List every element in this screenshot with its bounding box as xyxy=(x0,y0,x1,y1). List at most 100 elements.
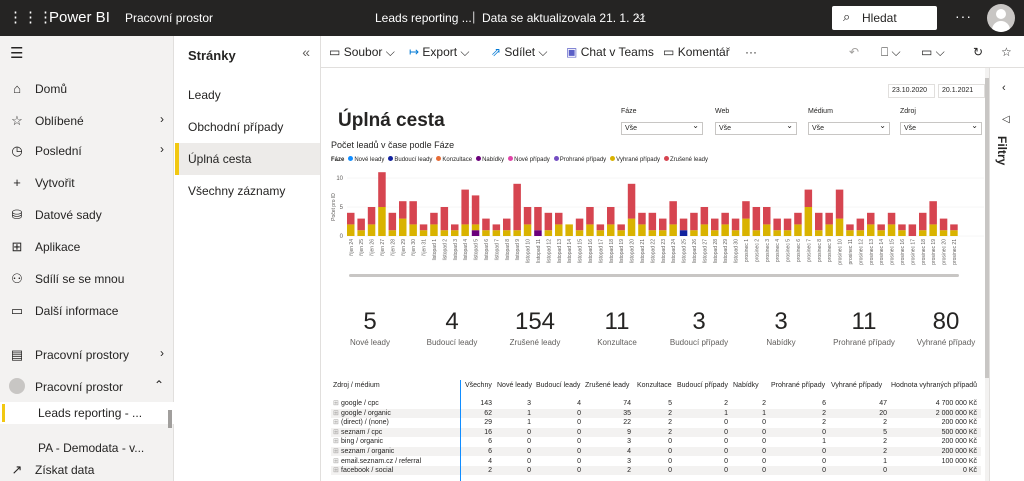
table-row[interactable]: ⊞ seznam / cpc 16 0 0 9 2 0 0 0 5 500 000 Kč xyxy=(331,427,981,437)
page-tab-leady[interactable]: Leady xyxy=(188,88,221,102)
app-name[interactable]: Power BI xyxy=(49,9,110,26)
slicer-dropdown[interactable]: Vše xyxy=(900,121,982,135)
teams-chat-button[interactable]: ▣ Chat v Teams xyxy=(566,45,654,59)
comment-button[interactable]: ▭ Komentář xyxy=(663,45,730,59)
table-row[interactable]: ⊞ bing / organic 6 0 0 3 0 0 0 1 2 200 000 Kč xyxy=(331,437,981,446)
chevron-icon[interactable]: › xyxy=(160,112,164,126)
file-menu-button[interactable]: ▭ Soubor ⌵ xyxy=(329,45,395,59)
kpi-card[interactable]: 154 Zrušené leady xyxy=(493,308,577,347)
column-header[interactable]: Nové leady xyxy=(497,382,533,389)
kpi-card[interactable]: 3 Budoucí případy xyxy=(657,308,741,347)
nav-item-5[interactable]: ⛁ Datové sady xyxy=(0,204,174,226)
nav-scrollbar[interactable] xyxy=(168,410,172,428)
chevron-icon[interactable]: › xyxy=(160,346,164,360)
expand-row-icon[interactable]: ⊞ xyxy=(333,428,339,436)
table-row[interactable]: ⊞ google / cpc 143 3 4 74 5 2 2 6 47 4 700 000 Kč xyxy=(331,399,981,408)
legend-item[interactable]: Nabídky xyxy=(476,156,504,163)
nav-item-4[interactable]: + Vytvořit xyxy=(0,172,174,194)
slicer-dropdown[interactable]: Vše xyxy=(621,121,703,135)
stacked-bar-chart[interactable]: Počet pro ID 10 5 0 říjen 24 říjen 25 říjen 26… xyxy=(329,168,989,278)
expand-row-icon[interactable]: ⊞ xyxy=(333,448,339,455)
view-icon[interactable]: ▭ ⌵ xyxy=(921,45,945,59)
avatar[interactable] xyxy=(987,4,1015,32)
date-to-input[interactable]: 20.1.2021 xyxy=(938,84,985,98)
expand-row-icon[interactable]: ⊞ xyxy=(333,467,339,475)
expand-row-icon[interactable]: ⊞ xyxy=(333,419,339,427)
reset-icon[interactable]: ↶ xyxy=(849,45,860,59)
expand-row-icon[interactable]: ⊞ xyxy=(333,400,339,407)
legend-item[interactable]: Nové případy xyxy=(508,156,550,163)
expand-row-icon[interactable]: ⊞ xyxy=(333,438,339,446)
share-button[interactable]: ⇗ Sdílet ⌵ xyxy=(491,45,548,59)
report-name[interactable]: Leads reporting ... xyxy=(375,11,472,25)
bookmark-icon[interactable]: ⎕ ⌵ xyxy=(881,45,901,59)
expand-row-icon[interactable]: ⊞ xyxy=(333,457,339,465)
slicer-medium[interactable]: Médium Vše xyxy=(808,108,890,138)
kpi-card[interactable]: 3 Nabídky xyxy=(739,308,823,347)
column-header[interactable]: Zdroj / médium xyxy=(333,382,380,389)
chevron-icon[interactable]: ⌃ xyxy=(153,378,164,392)
kpi-card[interactable]: 5 Nové leady xyxy=(328,308,412,347)
kpi-card[interactable]: 11 Konzultace xyxy=(575,308,659,347)
nav-item-2[interactable]: ☆ Oblíbené › xyxy=(0,110,174,132)
legend-item[interactable]: Vyhrané případy xyxy=(610,156,660,163)
nav-item-8[interactable]: ▭ Další informace xyxy=(0,300,174,322)
column-header[interactable]: Všechny xyxy=(465,382,492,389)
workspace-link[interactable]: Pracovní prostor xyxy=(125,11,214,25)
nav-subitem-leads-reporting[interactable]: Leads reporting - ... xyxy=(0,402,174,424)
nav-item-1[interactable]: ⌂ Domů xyxy=(0,78,174,100)
nav-item-10[interactable]: ● Pracovní prostor ⌃ xyxy=(0,376,174,398)
export-button[interactable]: ↦ Export ⌵ xyxy=(409,45,470,59)
column-header[interactable]: Budoucí leady xyxy=(536,382,581,389)
legend-item[interactable]: Nové leady xyxy=(348,156,384,163)
table-row[interactable]: ⊞ facebook / social 2 0 0 2 0 0 0 0 0 0 Kč xyxy=(331,466,981,476)
filters-rail[interactable]: ‹ ◁ Filtry xyxy=(989,68,1024,481)
kpi-card[interactable]: 11 Prohrané případy xyxy=(822,308,906,347)
nav-item-6[interactable]: ⊞ Aplikace xyxy=(0,236,174,258)
more-options-icon[interactable]: ··· xyxy=(745,45,757,59)
slicer-zdroj[interactable]: Zdroj Vše xyxy=(900,108,982,138)
canvas-scrollbar[interactable] xyxy=(985,68,991,481)
slicer-dropdown[interactable]: Vše xyxy=(715,121,797,135)
column-header[interactable]: Budoucí případy xyxy=(677,382,728,389)
kpi-card[interactable]: 80 Vyhrané případy xyxy=(904,308,988,347)
date-from-input[interactable]: 23.10.2020 xyxy=(888,84,935,98)
source-medium-table[interactable]: Zdroj / médium Všechny Nové leady Budoucí l… xyxy=(331,380,985,481)
scrollbar-thumb[interactable] xyxy=(985,78,991,378)
slicer-web[interactable]: Web Vše xyxy=(715,108,797,138)
slicer-faze[interactable]: Fáze Vše xyxy=(621,108,703,138)
slicer-dropdown[interactable]: Vše xyxy=(808,121,890,135)
page-tab-vsechny-zaznamy[interactable]: Všechny záznamy xyxy=(188,184,286,198)
nav-item-7[interactable]: ⚇ Sdílí se se mnou xyxy=(0,268,174,290)
chevron-down-icon[interactable]: ⌵ xyxy=(636,9,646,23)
page-tab-obchodni-pripady[interactable]: Obchodní případy xyxy=(188,120,284,134)
table-row[interactable]: ⊞ seznam / organic 6 0 0 4 0 0 0 0 2 200 000 Kč xyxy=(331,447,981,456)
refresh-icon[interactable]: ↻ xyxy=(973,45,984,59)
column-header[interactable]: Prohrané případy xyxy=(771,382,826,389)
column-header[interactable]: Hodnota vyhraných případů xyxy=(891,382,977,389)
table-row[interactable]: ⊞ google / organic 62 1 0 35 2 1 1 2 20 2 000 000 K… xyxy=(331,408,981,418)
expand-row-icon[interactable]: ⊞ xyxy=(333,409,339,417)
column-header[interactable]: Zrušené leady xyxy=(585,382,630,389)
legend-item[interactable]: Zrušené leady xyxy=(663,156,708,163)
column-header[interactable]: Nabídky xyxy=(733,382,759,389)
more-options-icon[interactable]: ··· xyxy=(955,8,972,24)
nav-item-get-data[interactable]: ↗ Získat data xyxy=(0,459,174,481)
search-box[interactable]: ⌕ Hledat xyxy=(832,6,937,30)
data-updated-status[interactable]: Data se aktualizovala 21. 1. 21 xyxy=(482,11,647,25)
expand-filters-icon[interactable]: ‹ xyxy=(1002,82,1006,94)
favorite-star-icon[interactable]: ☆ xyxy=(1001,45,1012,59)
page-tab-uplna-cesta[interactable]: Úplná cesta xyxy=(175,143,320,175)
column-header[interactable]: Konzultace xyxy=(637,382,672,389)
legend-item[interactable]: Konzultace xyxy=(436,156,472,163)
table-row[interactable]: ⊞ (direct) / (none) 29 1 0 22 2 0 0 2 2 200 000 Kč xyxy=(331,418,981,427)
nav-item-3[interactable]: ◷ Poslední › xyxy=(0,140,174,162)
table-row[interactable]: ⊞ email.seznam.cz / referral 4 0 0 3 0 0 0 0 1 100 … xyxy=(331,457,981,466)
hamburger-menu-icon[interactable]: ☰ xyxy=(10,45,24,62)
filters-label[interactable]: Filtry xyxy=(995,136,1009,166)
nav-subitem-pa-demodata[interactable]: PA - Demodata - v... xyxy=(0,437,174,459)
column-header[interactable]: Vyhrané případy xyxy=(831,382,883,389)
legend-item[interactable]: Budoucí leady xyxy=(388,156,432,163)
collapse-pages-icon[interactable]: « xyxy=(302,44,310,60)
legend-item[interactable]: Prohrané případy xyxy=(553,156,606,163)
